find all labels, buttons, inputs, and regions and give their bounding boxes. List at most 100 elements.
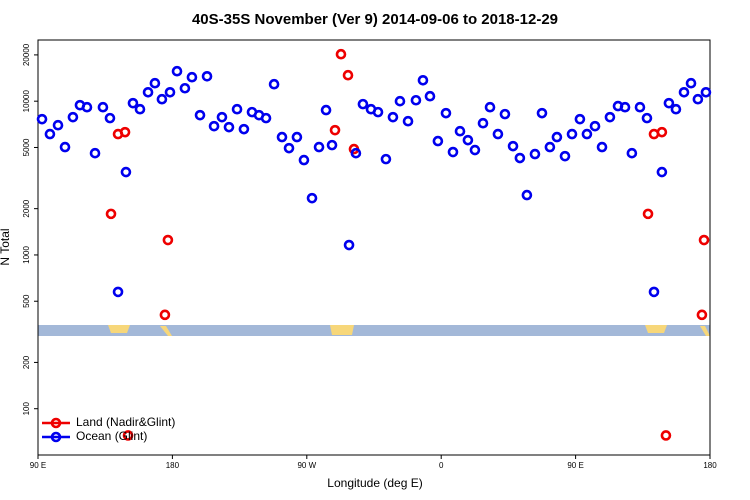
point: [313, 141, 325, 153]
point: [350, 147, 362, 159]
point: [656, 166, 668, 178]
point: [380, 153, 392, 165]
point: [492, 128, 504, 140]
point: [162, 234, 174, 246]
point: [372, 106, 384, 118]
point: [52, 119, 64, 131]
point: [507, 140, 519, 152]
x-tick-label: 90 E: [567, 461, 583, 470]
point: [656, 126, 668, 138]
point: [604, 111, 616, 123]
point: [67, 111, 79, 123]
point: [208, 120, 220, 132]
y-tick-label: 200: [22, 355, 31, 369]
point: [159, 309, 171, 321]
point: [514, 152, 526, 164]
point: [544, 141, 556, 153]
y-tick-label: 10000: [22, 90, 31, 113]
point: [171, 65, 183, 77]
point: [216, 111, 228, 123]
point: [81, 101, 93, 113]
point: [596, 141, 608, 153]
point: [700, 86, 712, 98]
point: [112, 286, 124, 298]
point: [201, 70, 213, 82]
point: [432, 135, 444, 147]
point: [626, 147, 638, 159]
ocean-strip: [38, 325, 710, 336]
point: [335, 48, 347, 60]
point: [394, 95, 406, 107]
point: [59, 141, 71, 153]
point: [156, 93, 168, 105]
y-axis-label: N Total: [0, 228, 12, 265]
point: [194, 109, 206, 121]
y-tick-label: 2000: [22, 199, 31, 217]
point: [186, 71, 198, 83]
point: [619, 101, 631, 113]
point: [238, 123, 250, 135]
x-tick-label: 180: [703, 461, 717, 470]
point: [641, 112, 653, 124]
point: [424, 90, 436, 102]
point: [440, 107, 452, 119]
point: [642, 208, 654, 220]
point: [329, 124, 341, 136]
y-tick-label: 500: [22, 294, 31, 308]
point: [120, 166, 132, 178]
map-strip: [38, 325, 710, 336]
point: [634, 101, 646, 113]
point: [559, 150, 571, 162]
x-tick-label: 90 E: [30, 461, 46, 470]
point: [283, 142, 295, 154]
y-tick-label: 5000: [22, 138, 31, 156]
point: [343, 239, 355, 251]
point: [678, 86, 690, 98]
point: [499, 108, 511, 120]
point: [410, 94, 422, 106]
point: [574, 113, 586, 125]
legend-marker: [50, 431, 62, 443]
legend-label: Ocean (Glint): [76, 429, 147, 443]
x-tick-label: 0: [439, 461, 444, 470]
point: [402, 115, 414, 127]
x-tick-label: 90 W: [297, 461, 316, 470]
legend-label: Land (Nadir&Glint): [76, 415, 175, 429]
point: [142, 86, 154, 98]
point: [134, 103, 146, 115]
point: [454, 125, 466, 137]
point: [566, 128, 578, 140]
point: [342, 69, 354, 81]
point: [179, 82, 191, 94]
point: [551, 131, 563, 143]
point: [462, 134, 474, 146]
point: [104, 112, 116, 124]
point: [663, 97, 675, 109]
point: [164, 86, 176, 98]
point: [387, 111, 399, 123]
point: [127, 97, 139, 109]
y-tick-label: 1000: [22, 246, 31, 264]
point: [122, 430, 134, 441]
plot-frame: [37, 39, 711, 456]
point: [105, 208, 117, 220]
point: [589, 120, 601, 132]
point: [581, 128, 593, 140]
y-tick-label: 100: [22, 401, 31, 415]
point: [685, 77, 697, 89]
point: [291, 131, 303, 143]
point: [477, 117, 489, 129]
point: [306, 192, 318, 204]
point: [36, 113, 48, 125]
point: [698, 234, 710, 246]
point: [357, 98, 369, 110]
point: [447, 146, 459, 158]
legend-marker: [50, 417, 62, 429]
point: [231, 103, 243, 115]
point: [536, 107, 548, 119]
point: [44, 128, 56, 140]
land-strip: [108, 325, 710, 336]
y-tick-label: 20000: [22, 43, 31, 66]
